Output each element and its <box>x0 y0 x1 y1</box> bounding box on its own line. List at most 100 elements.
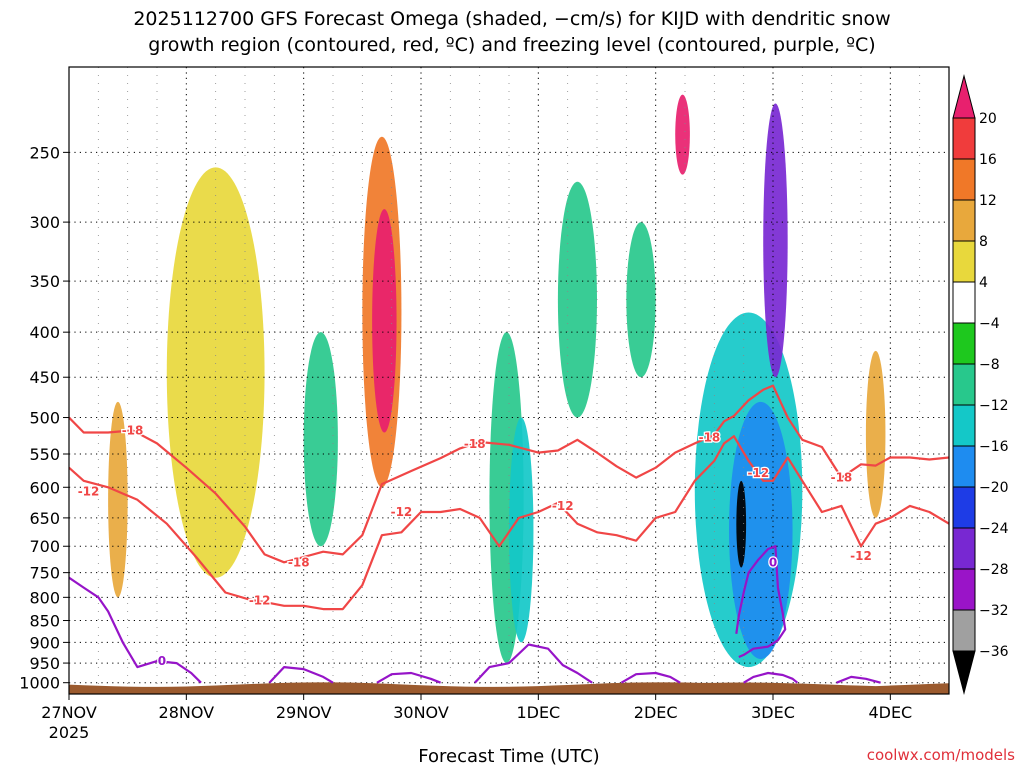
contour-label: -18 <box>699 431 721 445</box>
colorbar-segment <box>952 609 976 652</box>
x-axis-label: Forecast Time (UTC) <box>418 746 599 767</box>
colorbar-segment <box>952 281 976 324</box>
contour-label: -12 <box>552 499 574 513</box>
omega-shaded-region <box>108 401 128 598</box>
contour-label: -12 <box>78 485 100 499</box>
colorbar-segment <box>952 527 976 570</box>
freezing-level-contour <box>620 671 681 684</box>
colorbar-segment <box>952 568 976 611</box>
y-axis: 250 300 350 400 450 500 550 600 650 700 750 800 850 9… <box>19 143 69 693</box>
x-tick-label: 28NOV <box>159 703 215 722</box>
x-tick-label: 3DEC <box>751 703 795 722</box>
colorbar-label: −12 <box>979 398 1009 414</box>
colorbar-label: −28 <box>979 562 1009 578</box>
y-tick-label: 1000 <box>19 674 60 693</box>
x-axis: 27NOV 28NOV 29NOV 30NOV 1DEC 2DEC 3DEC 4DEC <box>41 694 912 722</box>
contour-label: 0 <box>158 654 166 668</box>
colorbar-segment <box>952 486 976 529</box>
contour-label-layer: -18 -12 -18 -12 -18 -12 -12 -18 -12 -18 -12 0 0 <box>76 422 873 669</box>
colorbar-label: −20 <box>979 480 1009 496</box>
colorbar-segment <box>952 117 976 160</box>
omega-shading-layer <box>108 94 886 668</box>
grid-layer <box>69 67 949 694</box>
y-tick-label: 500 <box>29 409 60 428</box>
contour-layer <box>69 384 949 684</box>
colorbar-label: −36 <box>979 644 1009 660</box>
omega-shaded-region <box>166 167 265 578</box>
y-tick-label: 800 <box>29 588 60 607</box>
contour-label: -18 <box>122 423 144 437</box>
colorbar-label: 16 <box>979 152 997 168</box>
colorbar-segment <box>952 363 976 406</box>
contour-label: -12 <box>747 466 769 480</box>
omega-shaded-region <box>372 209 397 433</box>
colorbar-label: 4 <box>979 275 988 291</box>
freezing-level-contour <box>836 675 881 684</box>
y-tick-label: 350 <box>29 272 60 291</box>
y-tick-label: 900 <box>29 633 60 652</box>
chart-title-line-2: growth region (contoured, red, ºC) and f… <box>148 34 875 56</box>
omega-shaded-region <box>509 417 534 643</box>
contour-label: -18 <box>831 471 853 485</box>
y-tick-label: 850 <box>29 612 60 631</box>
y-tick-label: 450 <box>29 368 60 387</box>
omega-shaded-region <box>729 401 793 660</box>
freezing-level-contour <box>743 671 799 684</box>
chart-title-line-1: 2025112700 GFS Forecast Omega (shaded, −… <box>133 8 890 30</box>
y-tick-label: 750 <box>29 564 60 583</box>
omega-shaded-region <box>303 332 338 547</box>
colorbar-bottom-arrow <box>952 650 976 695</box>
x-tick-label: 27NOV <box>41 703 97 722</box>
contour-label: -12 <box>391 505 413 519</box>
y-tick-label: 700 <box>29 537 60 556</box>
x-tick-label: 30NOV <box>393 703 449 722</box>
omega-shaded-region <box>763 103 788 378</box>
freezing-level-contour <box>69 576 202 684</box>
x-tick-label: 1DEC <box>516 703 560 722</box>
colorbar-segment <box>952 199 976 242</box>
x-axis-year-label: 2025 <box>49 723 90 742</box>
colorbar: 20 16 12 8 4 −4 −8 −12 −16 −20 −24 −28 −32 −36 <box>952 74 1009 695</box>
contour-label: 0 <box>769 555 777 569</box>
colorbar-segment <box>952 322 976 365</box>
colorbar-segment <box>952 240 976 283</box>
y-tick-label: 600 <box>29 478 60 497</box>
contour-label: -12 <box>850 549 872 563</box>
contour-label: -18 <box>464 437 486 451</box>
y-tick-label: 650 <box>29 509 60 528</box>
contour-label: -18 <box>288 555 310 569</box>
colorbar-label: 12 <box>979 193 997 209</box>
dsgz-contour-minus12 <box>69 435 949 611</box>
colorbar-label: −24 <box>979 521 1009 537</box>
colorbar-label: 20 <box>979 111 997 127</box>
x-tick-label: 29NOV <box>276 703 332 722</box>
freezing-level-contour <box>735 545 787 659</box>
omega-shaded-region <box>736 480 747 568</box>
ground-layer <box>69 682 949 694</box>
colorbar-label: −4 <box>979 316 1000 332</box>
freezing-level-contour <box>376 671 442 684</box>
colorbar-label: −16 <box>979 439 1009 455</box>
omega-shaded-region <box>865 350 886 518</box>
omega-shaded-region <box>675 94 690 175</box>
freezing-level-contour <box>268 665 334 684</box>
dsgz-contour-minus18 <box>69 384 949 564</box>
x-tick-label: 2DEC <box>634 703 678 722</box>
omega-shaded-region <box>626 222 656 378</box>
colorbar-label: 8 <box>979 234 988 250</box>
y-tick-label: 950 <box>29 654 60 673</box>
credit-text: coolwx.com/models <box>867 746 1015 764</box>
y-tick-label: 550 <box>29 445 60 464</box>
colorbar-label: −32 <box>979 603 1009 619</box>
contour-label: -12 <box>249 594 271 608</box>
y-tick-label: 250 <box>29 143 60 162</box>
ground-surface <box>69 682 949 694</box>
colorbar-segment <box>952 404 976 447</box>
y-tick-label: 300 <box>29 213 60 232</box>
colorbar-segment <box>952 158 976 201</box>
plot-frame <box>68 66 950 695</box>
plot-area: -18 -12 -18 -12 -18 -12 -12 -18 -12 -18 -12 0 0 <box>69 67 949 694</box>
x-tick-label: 4DEC <box>868 703 912 722</box>
y-tick-label: 400 <box>29 323 60 342</box>
